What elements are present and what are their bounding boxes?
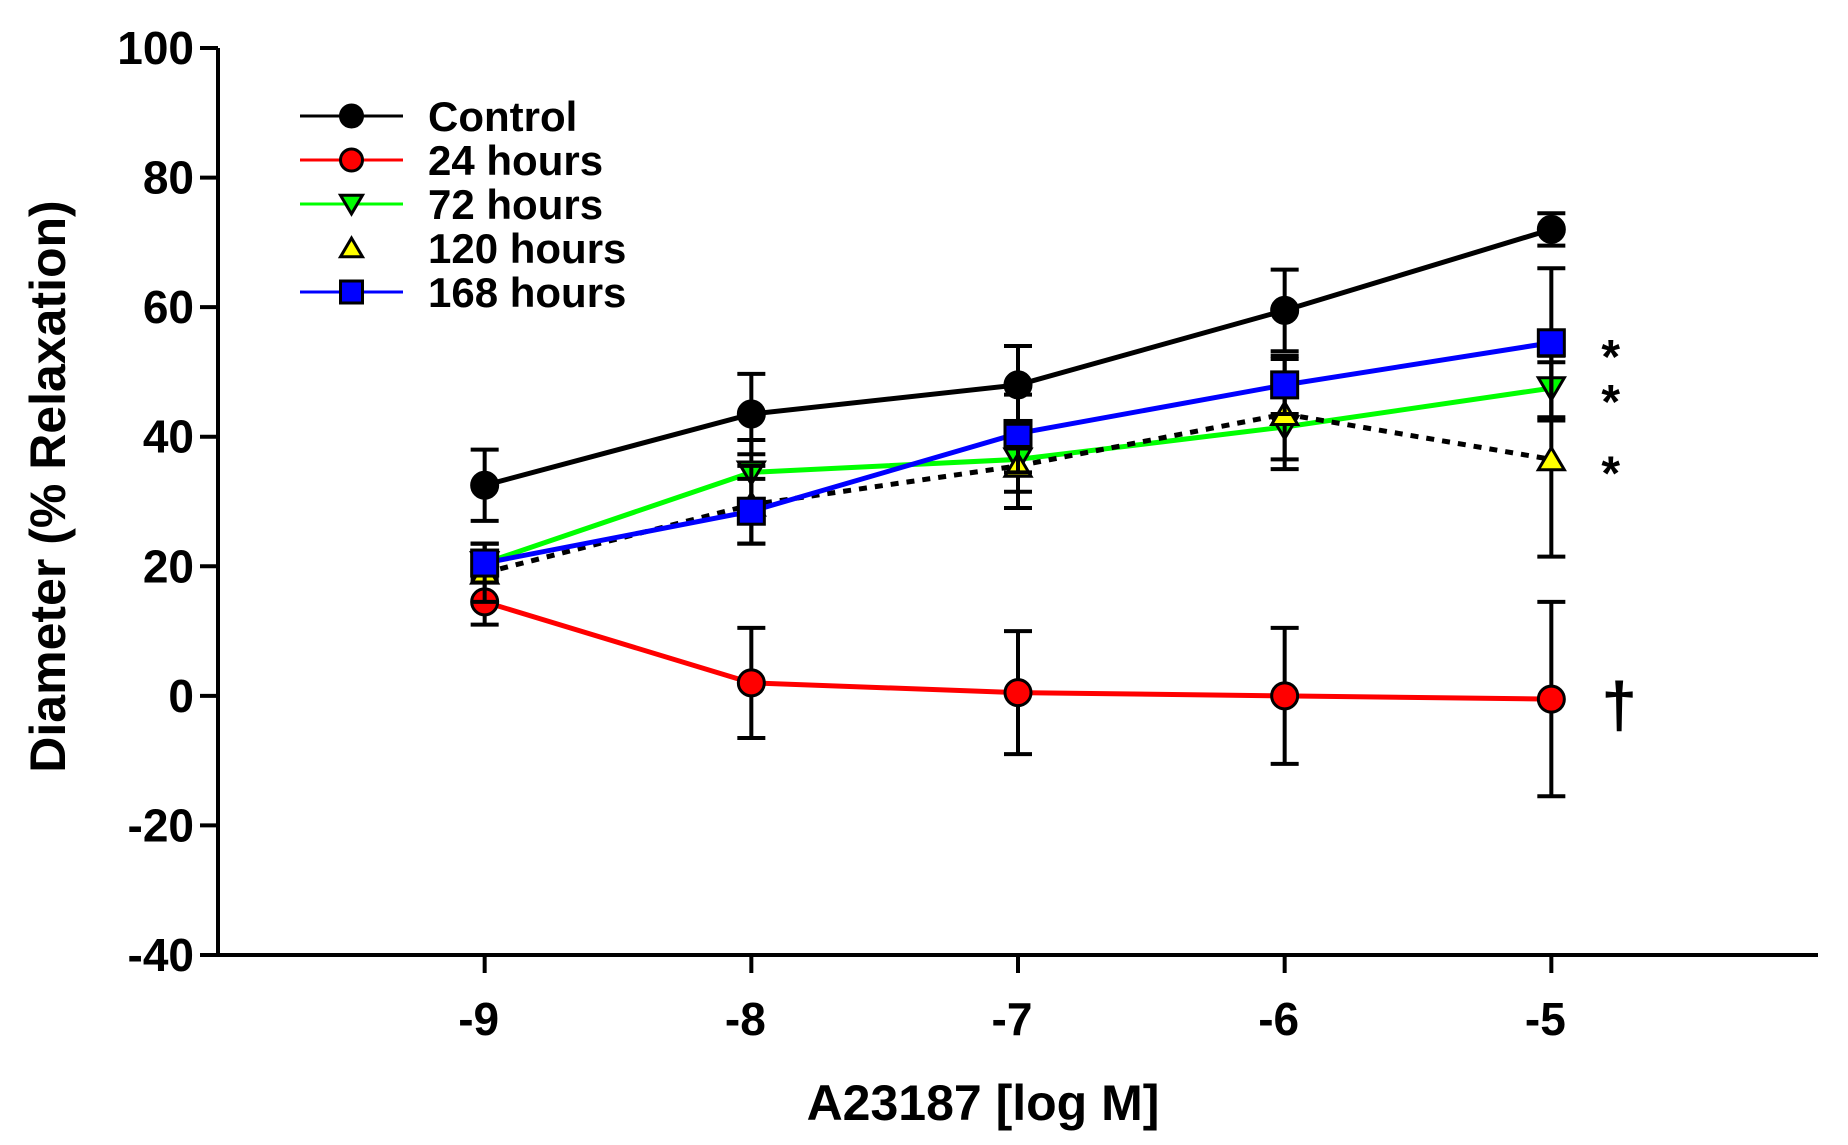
y-tick-label: -40 [128, 929, 194, 981]
y-tick-label: 80 [143, 152, 194, 204]
y-tick-label: 40 [143, 411, 194, 463]
data-point [1270, 681, 1300, 711]
x-tick-label: -6 [1258, 993, 1299, 1045]
legend-label: 168 hours [428, 269, 626, 316]
y-axis-title: Diameter (% Relaxation) [20, 200, 76, 772]
data-point [470, 548, 500, 578]
axes: 100 80 60 40 20 0 -20 -40 -9 -8 -7 -6 -5 [117, 22, 1818, 1045]
x-tick-label: -9 [458, 993, 499, 1045]
significance-asterisk: * [1601, 376, 1620, 429]
data-point [1535, 444, 1567, 472]
legend-item: 72 hours [300, 181, 603, 228]
series-168-hours [470, 266, 1566, 585]
significance-dagger: † [1601, 669, 1637, 741]
data-point [470, 470, 500, 500]
annotations: ***† [1601, 331, 1637, 741]
legend-marker [337, 193, 366, 217]
data-point [1270, 370, 1300, 400]
data-point [736, 496, 766, 526]
legend-label: 72 hours [428, 181, 603, 228]
legend-marker [339, 147, 364, 173]
data-point [736, 668, 766, 698]
y-tick-label: 0 [168, 670, 194, 722]
data-point [1536, 214, 1566, 244]
legend-marker [339, 279, 364, 305]
y-tick-label: 20 [143, 540, 194, 592]
data-point [736, 399, 766, 429]
legend-label: Control [428, 93, 577, 140]
legend-item: 168 hours [300, 269, 626, 316]
data-point [1536, 328, 1566, 358]
series-24-hours [470, 577, 1566, 799]
legend-item: 120 hours [337, 225, 626, 272]
series-layer [469, 211, 1567, 799]
x-tick-label: -8 [725, 993, 766, 1045]
significance-asterisk: * [1601, 447, 1620, 500]
legend-item: Control [300, 93, 577, 140]
x-axis-title: A23187 [log M] [807, 1075, 1160, 1131]
legend-marker [337, 235, 366, 259]
x-tick-label: -5 [1525, 993, 1566, 1045]
data-point [1536, 684, 1566, 714]
data-point [1003, 370, 1033, 400]
y-tick-label: 100 [117, 22, 194, 74]
significance-asterisk: * [1601, 331, 1620, 384]
x-tick-label: -7 [992, 993, 1033, 1045]
data-point [1003, 678, 1033, 708]
legend-label: 120 hours [428, 225, 626, 272]
series-control [470, 211, 1566, 523]
legend-marker [339, 103, 364, 129]
data-point [1270, 295, 1300, 325]
legend-label: 24 hours [428, 137, 603, 184]
y-tick-label: -20 [128, 799, 194, 851]
legend-item: 24 hours [300, 137, 603, 184]
y-tick-label: 60 [143, 281, 194, 333]
